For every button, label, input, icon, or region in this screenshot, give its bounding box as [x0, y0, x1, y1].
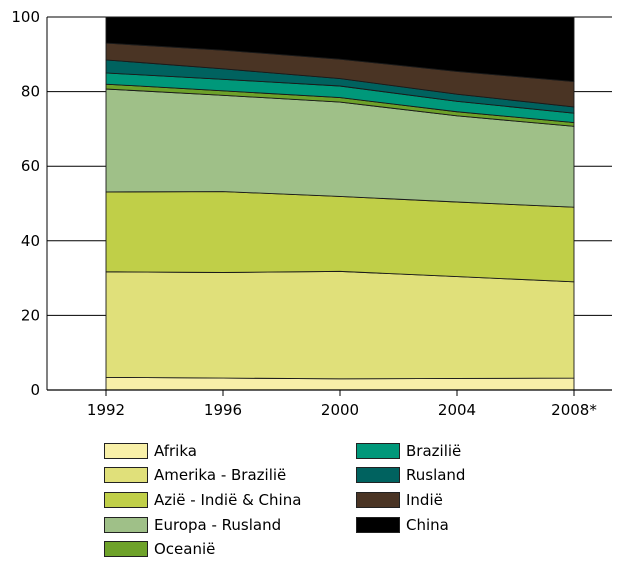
x-tick-label: 1996 — [204, 401, 242, 419]
y-tick-label: 20 — [21, 306, 40, 324]
legend-label: China — [406, 516, 449, 534]
legend-swatch — [356, 492, 400, 508]
legend-swatch — [356, 467, 400, 483]
y-tick-label: 100 — [11, 8, 40, 26]
legend-swatch — [356, 517, 400, 533]
legend-label: Oceanië — [154, 540, 216, 558]
legend-label: Amerika - Brazilië — [154, 466, 287, 484]
legend-item-europa-rusland: Europa - Rusland — [104, 515, 281, 535]
y-tick-label: 80 — [21, 83, 40, 101]
y-tick-label: 60 — [21, 157, 40, 175]
legend-label: Europa - Rusland — [154, 516, 282, 534]
legend-label: Indië — [406, 491, 443, 509]
legend-label: Afrika — [154, 442, 197, 460]
axis-layer: 0 20 40 60 80 100 1992 1996 2000 2004 2008* — [11, 8, 612, 419]
legend-item-indie: Indië — [356, 490, 443, 510]
legend-label: Azië - Indië & China — [154, 491, 302, 509]
legend-swatch — [356, 443, 400, 459]
legend-swatch — [104, 443, 148, 459]
legend-item-china: China — [356, 515, 449, 535]
legend-item-azie-indie-china: Azië - Indië & China — [104, 490, 301, 510]
area-amerika-brazili — [105, 270, 575, 380]
area-azi-indi-china — [105, 191, 575, 283]
x-tick-label: 1992 — [87, 401, 125, 419]
legend-item-rusland: Rusland — [356, 465, 465, 485]
legend-item-brazilie: Brazilië — [356, 441, 461, 461]
x-tick-label: 2004 — [438, 401, 476, 419]
area-layer — [105, 16, 575, 391]
area-china — [105, 16, 575, 82]
x-tick-label: 2008* — [551, 401, 597, 419]
x-tick-label: 2000 — [321, 401, 359, 419]
legend-item-afrika: Afrika — [104, 441, 197, 461]
legend-swatch — [104, 517, 148, 533]
legend-label: Brazilië — [406, 442, 462, 460]
legend-label: Rusland — [406, 466, 466, 484]
legend-swatch — [104, 541, 148, 557]
stacked-area-chart: 0 20 40 60 80 100 1992 1996 2000 2004 2008* — [11, 8, 612, 419]
y-tick-label: 0 — [30, 381, 40, 399]
legend-item-amerika-brazilie: Amerika - Brazilië — [104, 465, 286, 485]
legend-swatch — [104, 467, 148, 483]
legend-swatch — [104, 492, 148, 508]
legend-item-oceanie: Oceanië — [104, 539, 215, 559]
y-tick-label: 40 — [21, 232, 40, 250]
